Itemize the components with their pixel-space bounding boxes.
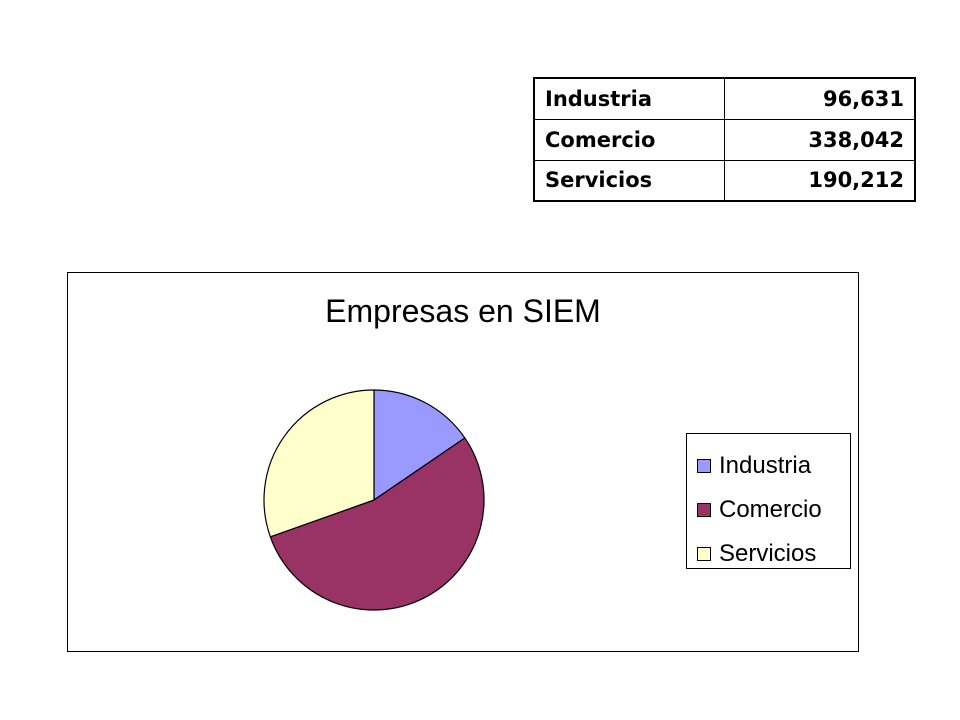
chart-area: Empresas en SIEM Industria Comercio Serv… bbox=[67, 272, 859, 652]
table-cell-value: 190,212 bbox=[723, 159, 916, 202]
legend-label: Industria bbox=[719, 452, 812, 479]
legend-item-servicios: Servicios bbox=[687, 532, 850, 576]
legend-label: Servicios bbox=[719, 540, 817, 567]
pie-slice-industria bbox=[373, 389, 466, 501]
legend-item-comercio: Comercio bbox=[687, 488, 850, 532]
legend-label: Comercio bbox=[719, 496, 822, 523]
chart-title: Empresas en SIEM bbox=[325, 293, 601, 329]
pie-slice-servicios bbox=[263, 389, 375, 538]
table-cell-value: 96,631 bbox=[723, 77, 916, 120]
table-cell-category: Comercio bbox=[533, 118, 725, 161]
table-cell-category: Industria bbox=[533, 77, 725, 120]
chart-legend: Industria Comercio Servicios bbox=[686, 433, 851, 569]
pie-slice-comercio bbox=[269, 437, 485, 611]
legend-swatch bbox=[697, 459, 711, 473]
table-row: Servicios 190,212 bbox=[533, 159, 916, 202]
table-row: Industria 96,631 bbox=[533, 77, 916, 120]
legend-swatch bbox=[697, 503, 711, 517]
data-table: Industria 96,631 Comercio 338,042 Servic… bbox=[533, 77, 916, 202]
table-cell-category: Servicios bbox=[533, 159, 725, 202]
table-row: Comercio 338,042 bbox=[533, 118, 916, 161]
legend-item-industria: Industria bbox=[687, 444, 850, 488]
pie-chart bbox=[263, 389, 485, 611]
table-cell-value: 338,042 bbox=[723, 118, 916, 161]
legend-swatch bbox=[697, 547, 711, 561]
